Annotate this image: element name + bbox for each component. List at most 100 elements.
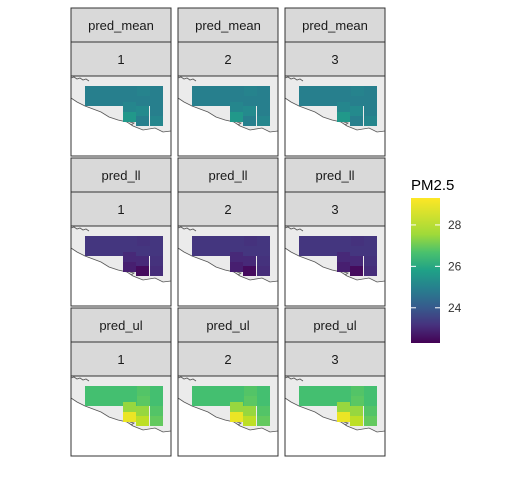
grid-cell: [136, 406, 149, 416]
grid-cell: [150, 256, 163, 266]
coastline-north: [71, 376, 90, 382]
grid-cell: [150, 416, 163, 426]
panel-border: [284, 225, 386, 307]
strip-index-label: 1: [117, 352, 124, 367]
colorbar-legend: PM2.5 24 26 28: [411, 177, 462, 343]
facet-panel: pred_ul 2: [177, 307, 279, 457]
strip-index-label: 2: [224, 202, 231, 217]
grid-cell: [85, 236, 98, 256]
grid-cell: [364, 106, 377, 116]
grid-cell: [243, 116, 256, 126]
grid-cell: [337, 402, 350, 412]
grid-cell: [111, 86, 124, 106]
grid-cell: [218, 86, 231, 106]
grid-cell: [123, 252, 136, 262]
strip-variable-bg: [177, 7, 279, 43]
legend-tick-label: 24: [448, 301, 462, 315]
grid-cell: [337, 262, 350, 272]
grid-cell: [230, 412, 243, 422]
grid-cell: [364, 266, 377, 276]
grid-cell: [231, 236, 244, 256]
facet-panel: pred_mean 3: [284, 7, 386, 157]
grid-cell: [351, 236, 364, 246]
grid-cell: [136, 116, 149, 126]
grid-cell: [218, 386, 231, 406]
grid-cell: [337, 252, 350, 262]
grid-cell: [137, 86, 150, 96]
facet-panels: pred_mean1pred_mean2pred_mean3pred_ll1pr…: [70, 7, 386, 457]
coastline-north: [71, 226, 90, 232]
strip-index-label: 1: [117, 202, 124, 217]
panel-border: [284, 375, 386, 457]
coastline-north: [71, 76, 90, 82]
map-area: [71, 76, 171, 156]
strip-variable-label: pred_mean: [195, 18, 261, 33]
grid-cell: [192, 386, 205, 406]
facet-panel: pred_ll 3: [284, 157, 386, 307]
grid-cell: [111, 236, 124, 256]
grid-cell: [350, 256, 363, 266]
grid-cell: [205, 86, 218, 106]
strip-index-bg: [284, 341, 386, 377]
grid-cell: [312, 236, 325, 256]
grid-cell: [337, 102, 350, 112]
map-area: [178, 376, 278, 456]
grid-cell: [364, 116, 377, 126]
grid-cell: [338, 386, 351, 406]
strip-variable-bg: [70, 157, 172, 193]
panel-border: [70, 225, 172, 307]
map-area: [178, 76, 278, 156]
grid-cell: [257, 236, 270, 256]
grid-cell: [123, 112, 136, 122]
grid-cell: [351, 86, 364, 96]
strip-variable-bg: [177, 157, 279, 193]
grid-cell: [244, 246, 257, 256]
grid-cell: [244, 386, 257, 396]
grid-cell: [299, 386, 312, 406]
strip-variable-label: pred_ul: [206, 318, 249, 333]
strip-index-label: 1: [117, 52, 124, 67]
grid-cell: [364, 416, 377, 426]
facet-panel: pred_ll 2: [177, 157, 279, 307]
grid-cell: [123, 102, 136, 112]
grid-cell: [85, 386, 98, 406]
coastline-north: [285, 376, 304, 382]
grid-cell: [85, 86, 98, 106]
facet-panel: pred_ul 1: [70, 307, 172, 457]
strip-index-bg: [177, 191, 279, 227]
grid-cell: [98, 386, 111, 406]
grid-cell: [350, 406, 363, 416]
grid-cell: [364, 236, 377, 256]
grid-cell: [150, 116, 163, 126]
panel-border: [177, 225, 279, 307]
grid-cell: [137, 96, 150, 106]
grid-cell: [137, 386, 150, 396]
grid-cell: [230, 112, 243, 122]
map-area: [178, 226, 278, 306]
map-area: [285, 376, 385, 456]
grid-cell: [124, 386, 137, 406]
grid-cell: [364, 386, 377, 406]
grid-cell: [150, 106, 163, 116]
grid-cell: [244, 396, 257, 406]
grid-cell: [350, 266, 363, 276]
colorbar: [411, 198, 440, 343]
coastline-north: [178, 376, 197, 382]
grid-cell: [257, 416, 270, 426]
grid-cell: [325, 86, 338, 106]
grid-cell: [123, 412, 136, 422]
grid-cell: [150, 406, 163, 416]
strip-variable-label: pred_ll: [315, 168, 354, 183]
strip-index-bg: [284, 41, 386, 77]
grid-cell: [244, 86, 257, 96]
grid-cell: [136, 106, 149, 116]
strip-index-label: 3: [331, 202, 338, 217]
grid-cell: [337, 412, 350, 422]
grid-cell: [364, 406, 377, 416]
strip-index-bg: [70, 41, 172, 77]
map-area: [285, 76, 385, 156]
strip-index-bg: [177, 341, 279, 377]
grid-cell: [150, 86, 163, 106]
grid-cell: [338, 86, 351, 106]
